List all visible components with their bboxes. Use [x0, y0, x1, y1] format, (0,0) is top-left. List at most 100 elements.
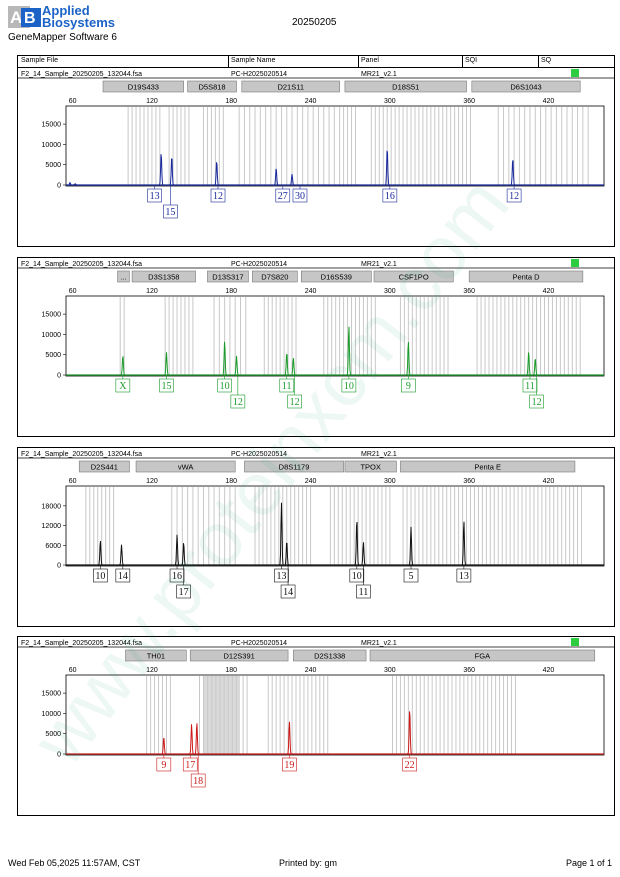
x-tick-label: 180	[225, 288, 237, 295]
sample-name: PC-H2025020514	[231, 261, 287, 268]
allele-call-box	[456, 568, 472, 583]
y-tick-label: 0	[57, 373, 61, 380]
x-tick-label: 300	[384, 667, 396, 674]
allele-call-box	[275, 188, 291, 203]
allele-call-box	[382, 188, 398, 203]
locus-marker-bar	[244, 460, 344, 473]
x-tick-label: 60	[69, 288, 77, 295]
locus-marker-label: D5S818	[199, 83, 226, 92]
y-tick-label: 15000	[42, 691, 62, 698]
column-divider	[228, 56, 229, 67]
allele-call-label: 9	[406, 381, 411, 392]
sizing-quality-indicator-icon	[571, 69, 579, 77]
allele-call-box	[147, 188, 162, 203]
allele-call-box	[163, 204, 178, 219]
panel-name: MR21_v2.1	[361, 71, 397, 78]
x-tick-label: 360	[463, 98, 475, 105]
allele-call-label: 13	[150, 191, 160, 202]
allele-call-label: 5	[409, 571, 414, 582]
allele-call-box	[529, 394, 544, 409]
allele-call-label: 11	[359, 587, 369, 598]
sizing-quality-indicator-icon	[571, 259, 579, 267]
electropherogram-chart: F2_14_Sample_20250205_132044.fsa PC-H2025…	[18, 69, 614, 219]
plot-area	[65, 674, 605, 756]
x-tick-label: 180	[225, 667, 237, 674]
column-divider	[358, 56, 359, 67]
allele-call-box	[156, 757, 172, 772]
locus-marker-label: Penta D	[512, 273, 540, 282]
locus-marker-bar	[400, 460, 576, 473]
footer-date: Wed Feb 05,2025 11:57AM, CST	[8, 858, 141, 868]
locus-marker-label: CSF1PO	[399, 273, 429, 282]
locus-marker-label: D12S391	[224, 652, 255, 661]
locus-marker-bar	[189, 649, 289, 662]
allele-call-label: 14	[283, 587, 293, 598]
locus-marker-bar	[78, 460, 130, 473]
sample-file-name: F2_14_Sample_20250205_132044.fsa	[21, 71, 142, 78]
y-tick-label: 12000	[42, 523, 62, 530]
allele-call-label: 19	[284, 760, 294, 771]
locus-marker-bar	[117, 270, 130, 283]
locus-marker-bar	[369, 649, 596, 662]
y-tick-label: 5000	[45, 162, 61, 169]
locus-marker-label: D2S1338	[314, 652, 345, 661]
locus-marker-bar	[373, 270, 454, 283]
panel-name: MR21_v2.1	[361, 451, 397, 458]
x-tick-label: 120	[146, 288, 158, 295]
locus-marker-bar	[344, 80, 467, 93]
y-tick-label: 10000	[42, 142, 62, 149]
allele-call-box	[403, 568, 419, 583]
allele-call-box	[169, 568, 185, 583]
locus-marker-label: D18S51	[392, 83, 419, 92]
allele-call-box	[210, 188, 226, 203]
x-tick-label: 180	[225, 478, 237, 485]
x-tick-label: 120	[146, 478, 158, 485]
allele-call-label: 12	[509, 191, 519, 202]
electropherogram-chart: F2_14_Sample_20250205_132044.fsa PC-H2025…	[18, 451, 614, 599]
y-tick-label: 0	[57, 183, 61, 190]
x-tick-label: 300	[384, 478, 396, 485]
x-tick-label: 60	[69, 667, 77, 674]
x-tick-label: 360	[463, 667, 475, 674]
allele-call-label: 18	[193, 776, 203, 787]
footer-printed-by: Printed by: gm	[279, 858, 338, 868]
locus-marker-bar	[135, 460, 236, 473]
sizing-quality-indicator-icon	[571, 638, 579, 646]
locus-marker-label: Penta E	[474, 463, 501, 472]
footer-page: Page 1 of 1	[566, 858, 613, 868]
y-tick-label: 0	[57, 752, 61, 759]
x-tick-label: 420	[543, 98, 555, 105]
sample-name: PC-H2025020514	[231, 71, 287, 78]
column-divider	[538, 56, 539, 67]
x-tick-label: 240	[305, 667, 317, 674]
run-name: 20250205	[292, 17, 337, 28]
allele-call-label: 10	[95, 571, 105, 582]
sample-name: PC-H2025020514	[231, 640, 287, 647]
locus-marker-label: ...	[120, 273, 126, 282]
x-tick-label: 120	[146, 667, 158, 674]
electropherogram-panel-blue: F2_14_Sample_20250205_132044.fsa PC-H2025…	[17, 67, 615, 247]
locus-marker-bar	[293, 649, 367, 662]
y-tick-label: 10000	[42, 332, 62, 339]
applied-biosystems-logo-icon: A B	[8, 6, 41, 28]
software-name: GeneMapper Software 6	[8, 32, 117, 43]
allele-call-label: X	[119, 381, 127, 392]
x-tick-label: 420	[543, 288, 555, 295]
locus-marker-label: D19S433	[128, 83, 159, 92]
allele-call-box	[356, 584, 371, 599]
y-tick-label: 15000	[42, 312, 62, 319]
locus-marker-label: FGA	[475, 652, 490, 661]
allele-call-label: 9	[161, 760, 166, 771]
column-sample-file: Sample File	[21, 57, 58, 64]
locus-marker-bar	[102, 80, 184, 93]
x-tick-label: 420	[543, 478, 555, 485]
allele-call-label: 17	[179, 587, 189, 598]
allele-call-box	[230, 394, 246, 409]
plot-area	[65, 295, 605, 377]
allele-call-label: 13	[276, 571, 286, 582]
allele-call-box	[274, 568, 289, 583]
locus-marker-bar	[187, 80, 237, 93]
allele-call-box	[506, 188, 522, 203]
svg-text:A: A	[10, 8, 22, 27]
x-tick-label: 60	[69, 98, 77, 105]
